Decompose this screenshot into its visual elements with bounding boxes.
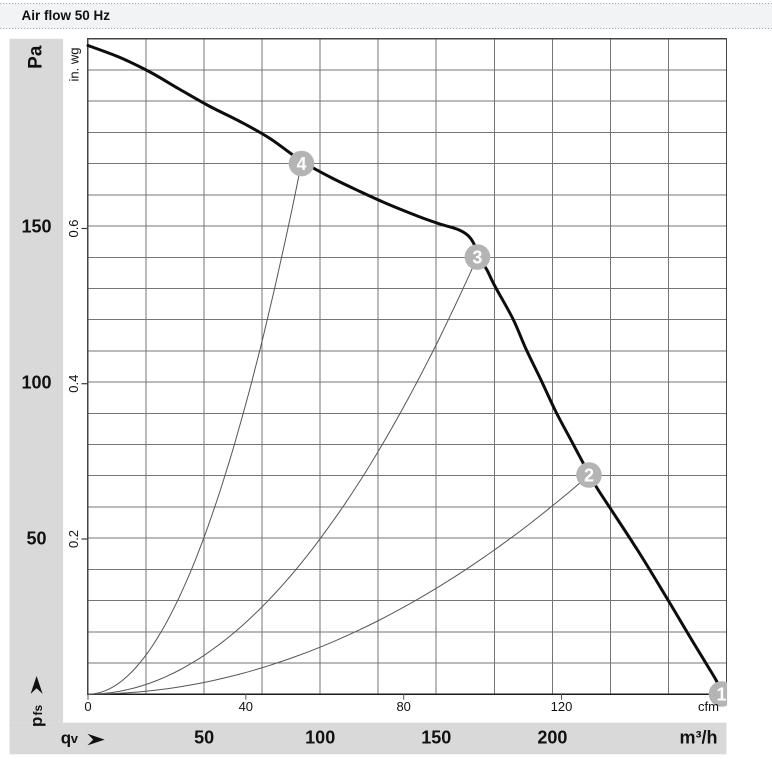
svg-text:100: 100 [305, 728, 335, 748]
svg-text:0.6: 0.6 [66, 219, 81, 237]
svg-text:80: 80 [396, 699, 410, 714]
svg-text:0: 0 [84, 699, 91, 714]
svg-text:0.2: 0.2 [66, 530, 81, 548]
svg-text:v: v [71, 731, 79, 746]
svg-text:150: 150 [21, 216, 51, 236]
svg-text:Air flow 50 Hz: Air flow 50 Hz [22, 8, 111, 23]
svg-text:200: 200 [537, 728, 567, 748]
svg-text:50: 50 [26, 528, 46, 548]
svg-text:40: 40 [239, 699, 253, 714]
svg-text:1: 1 [716, 685, 726, 705]
svg-text:0.4: 0.4 [66, 375, 81, 393]
svg-text:q: q [61, 729, 71, 748]
svg-text:150: 150 [421, 728, 451, 748]
svg-text:4: 4 [296, 154, 306, 174]
svg-text:p: p [27, 717, 46, 727]
svg-text:Pa: Pa [26, 45, 47, 69]
svg-text:2: 2 [584, 466, 594, 486]
svg-text:fs: fs [31, 705, 45, 716]
svg-text:50: 50 [194, 728, 214, 748]
svg-text:120: 120 [551, 699, 573, 714]
svg-text:in. wg: in. wg [67, 48, 82, 82]
svg-text:3: 3 [472, 248, 482, 268]
svg-text:100: 100 [21, 372, 51, 392]
svg-text:m³/h: m³/h [680, 728, 718, 748]
svg-text:cfm: cfm [698, 699, 719, 714]
